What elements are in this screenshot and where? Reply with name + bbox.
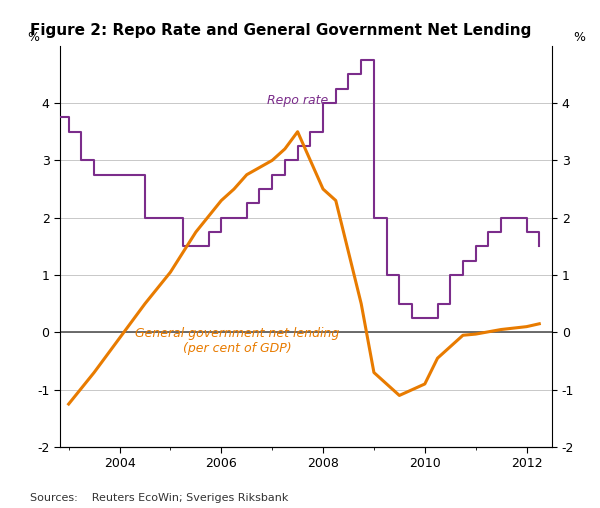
Text: %: % [27,30,39,44]
Text: Repo rate: Repo rate [266,94,328,107]
Text: Figure 2: Repo Rate and General Government Net Lending: Figure 2: Repo Rate and General Governme… [30,23,532,38]
Text: General government net lending
(per cent of GDP): General government net lending (per cent… [135,327,339,355]
Text: Sources:    Reuters EcoWin; Sveriges Riksbank: Sources: Reuters EcoWin; Sveriges Riksba… [30,493,289,503]
Text: %: % [573,30,585,44]
